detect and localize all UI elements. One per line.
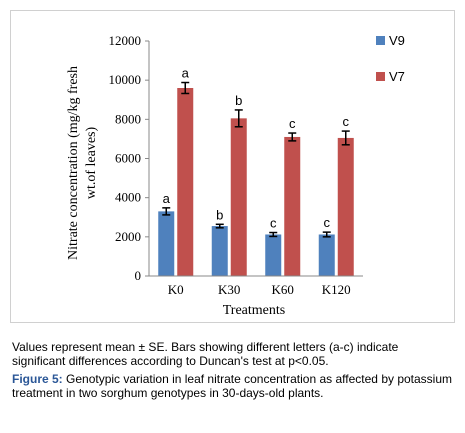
legend-swatch-V9 (376, 36, 385, 45)
significance-letter-V9-K0: a (163, 191, 171, 206)
bar-V7-K120 (337, 137, 354, 276)
y-axis-title-line-1: Nitrate concentration (mg/kg fresh (66, 66, 81, 260)
significance-letter-V7-K60: c (289, 116, 296, 131)
figure-caption-text: Genotypic variation in leaf nitrate conc… (12, 372, 453, 400)
y-axis-ticks: 0 2000 4000 6000 8000 10000 12000 (109, 33, 149, 283)
bar-V7-K30 (230, 118, 247, 277)
significance-letter-V9-K120: c (324, 215, 331, 230)
x-axis-title: Treatments (223, 303, 285, 318)
y-tick-label: 2000 (115, 229, 141, 244)
legend-label-V9: V9 (389, 33, 405, 48)
x-axis-labels: K0 K30 K60 K120 (168, 282, 351, 297)
legend: V9 V7 (376, 33, 405, 84)
significance-letter-V7-K120: c (343, 114, 350, 129)
bar-V9-K60 (265, 234, 282, 276)
bar-V7-K0 (177, 88, 194, 276)
x-tick-label: K30 (218, 282, 240, 297)
bar-chart: Nitrate concentration (mg/kg fresh wt.of… (66, 33, 405, 318)
y-tick-label: 8000 (115, 111, 141, 126)
significance-letter-V7-K0: a (182, 66, 190, 81)
legend-swatch-V7 (376, 72, 385, 81)
y-tick-label: 0 (135, 268, 142, 283)
bar-V9-K120 (318, 234, 335, 276)
figure-caption: Figure 5: Genotypic variation in leaf ni… (12, 372, 452, 400)
x-tick-label: K120 (322, 282, 351, 297)
y-tick-label: 4000 (115, 190, 141, 205)
figure-label: Figure 5: (12, 372, 63, 386)
bar-V9-K30 (211, 226, 228, 276)
bar-V9-K0 (158, 211, 175, 276)
significance-letter-V9-K30: b (216, 207, 223, 222)
bars-group: a a b b c c c c (158, 66, 354, 277)
significance-letter-V7-K30: b (235, 93, 242, 108)
y-tick-label: 12000 (109, 33, 142, 48)
significance-letter-V9-K60: c (270, 216, 277, 231)
caption-note: Values represent mean ± SE. Bars showing… (12, 340, 399, 368)
x-tick-label: K0 (168, 282, 184, 297)
y-tick-label: 10000 (109, 72, 142, 87)
legend-label-V7: V7 (389, 69, 405, 84)
x-tick-label: K60 (272, 282, 294, 297)
y-axis-title: Nitrate concentration (mg/kg fresh wt.of… (66, 66, 99, 260)
y-axis-title-line-2: wt.of leaves) (84, 127, 99, 200)
bar-V7-K60 (284, 136, 301, 276)
y-tick-label: 6000 (115, 151, 141, 166)
chart-figure: Nitrate concentration (mg/kg fresh wt.of… (10, 10, 455, 323)
